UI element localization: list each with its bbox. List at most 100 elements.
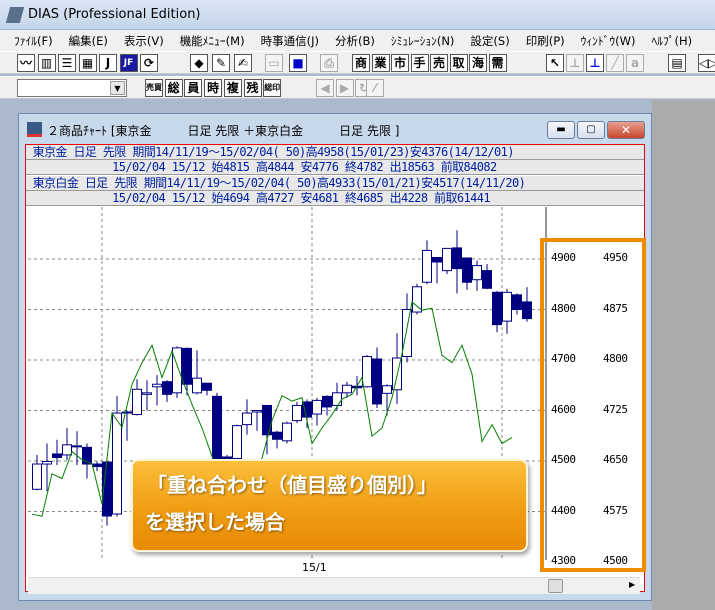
window-icon[interactable]: ▭ [265,54,283,72]
menu-item[interactable]: 設定(S) [470,34,510,48]
close-button[interactable]: ✕ [607,121,645,139]
right-axis-tick: 4800 [603,352,628,365]
candle-up [402,309,412,357]
chart-icon[interactable]: 〰 [17,54,35,72]
candle-up [192,377,202,394]
refresh-icon[interactable]: ⟳ [140,54,158,72]
candle-down [322,395,332,408]
app-icon [5,7,25,23]
minimize-button[interactable]: ▬ [547,121,575,139]
line-tool-icon[interactable]: ⊥ [586,54,604,72]
market-button[interactable]: 取 [449,54,468,72]
paint-icon[interactable]: ◆ [190,54,208,72]
chevron-down-icon[interactable]: ▼ [110,81,125,95]
analysis-button[interactable]: 総印 [263,79,282,97]
back-icon[interactable]: ◀ [316,79,334,97]
menu-item[interactable]: 編集(E) [68,34,108,48]
market-button[interactable]: 売 [430,54,448,72]
left-axis-tick: 4800 [551,301,576,315]
draw-icon[interactable]: ✎ [212,54,230,72]
pen-icon[interactable]: ╱ [606,54,624,72]
note-icon[interactable]: ✍ [234,54,252,72]
maximize-button[interactable]: ▢ [577,121,605,139]
candle-down [452,247,462,270]
analysis-button[interactable]: 員 [184,79,203,97]
analysis-button[interactable]: 売買 [145,79,163,97]
candle-up [312,399,322,415]
candle-down [202,382,212,391]
menu-item[interactable]: ﾍﾙﾌﾟ(H) [651,34,693,48]
right-axis-tick: 4950 [603,251,628,264]
caption-line-1: 「重ね合わせ（値目盛り個別）」 [147,473,437,497]
arrows-icon[interactable]: ◁▷ [698,54,715,72]
candle-down [522,301,532,320]
market-button[interactable]: 手 [410,54,429,72]
scrollbar-thumb[interactable] [548,579,563,593]
candle-up [242,412,252,426]
gold-latest-info: 15/02/04 15/12 始4815 高4844 安4776 終4782 出… [26,160,644,175]
horizontal-scrollbar[interactable]: ▶ [28,577,640,594]
left-axis-tick: 4300 [551,554,576,567]
menu-item[interactable]: ｼﾐｭﾚｰｼｮﾝ(N) [390,34,455,48]
right-axis-tick: 4725 [603,402,628,416]
analysis-button[interactable]: 複 [223,79,242,97]
menu-bar: ﾌｧｲﾙ(F) 編集(E) 表示(V) 機能ﾒﾆｭｰ(M) 時事通信(J) 分析(B) ｼﾐ… [0,30,715,51]
analysis-button[interactable]: 時 [204,79,223,97]
candle-up [42,461,52,465]
menu-item[interactable]: ｳｨﾝﾄﾞｳ(W) [580,34,636,48]
window-blue-icon[interactable]: ■ [289,54,307,72]
candle-up [442,247,452,272]
market-button[interactable]: 海 [469,54,487,72]
market-button[interactable]: 需 [488,54,507,72]
analysis-button[interactable]: 残 [243,79,262,97]
menu-item[interactable]: 時事通信(J) [260,34,319,48]
stamp-icon[interactable]: ⊥ [566,54,584,72]
candle-up [252,410,262,413]
scroll-right-arrow-icon[interactable]: ▶ [629,580,636,589]
symbol-select[interactable]: ▼ [17,79,127,97]
market-button[interactable]: 業 [371,54,390,72]
candle-up [152,383,162,388]
left-axis-tick: 4500 [551,453,576,466]
candle-up [472,265,482,281]
left-axis-tick: 4600 [551,402,576,416]
memo-icon[interactable]: ▤ [668,54,686,72]
forward-icon[interactable]: ▶ [335,79,354,97]
cursor-icon[interactable]: ↖ [546,54,564,72]
candle-down [52,453,62,458]
candle-up [412,286,422,313]
print-icon[interactable]: ⎙ [320,54,338,72]
secondary-toolbar: ▼ 売買総員時複残総印 ◀ ▶ ↻ ⁄ [0,76,715,99]
right-axis-tick: 4575 [603,503,628,517]
market-button[interactable]: 商 [352,54,370,72]
menu-item[interactable]: 機能ﾒﾆｭｰ(M) [179,34,245,48]
candle-up [172,347,182,394]
analysis-button[interactable]: 総 [164,79,183,97]
candle-down [222,456,232,459]
candle-down [372,358,382,405]
j-icon[interactable]: J [99,54,117,72]
right-axis-tick: 4500 [603,554,628,567]
candle-down [512,294,522,311]
jf-icon[interactable]: JF [119,54,138,72]
text-tool-icon[interactable]: a [626,54,644,72]
table-icon[interactable]: ▦ [78,54,97,72]
candle-down [82,446,92,465]
list-icon[interactable]: ☰ [58,54,76,72]
candle-down [182,347,192,385]
candle-down [432,256,442,263]
menu-item[interactable]: ﾌｧｲﾙ(F) [14,34,53,48]
fraction-icon[interactable]: ⁄ [366,79,384,97]
menu-item[interactable]: 印刷(P) [525,34,565,48]
menu-item[interactable]: 分析(B) [334,34,375,48]
left-axis-tick: 4700 [551,352,576,365]
market-button[interactable]: 市 [391,54,409,72]
candle-down [302,401,312,418]
left-axis-tick: 4900 [551,251,576,264]
menu-item[interactable]: 表示(V) [123,34,164,48]
candle-up [62,444,72,456]
candle-icon[interactable]: ▥ [37,54,56,72]
candle-up [502,291,512,322]
left-axis-tick: 4400 [551,503,576,517]
right-axis-tick: 4650 [603,453,628,466]
